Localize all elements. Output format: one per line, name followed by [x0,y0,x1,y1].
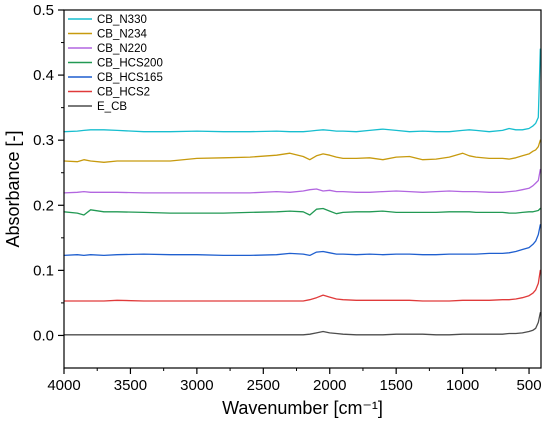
legend-label: CB_HCS2 [97,87,150,99]
series-line-e-cb [63,312,541,336]
x-tick-label: 3500 [114,377,147,394]
series-line-cb-n234 [63,139,541,163]
series-line-cb-hcs200 [63,207,541,216]
y-tick-label: 0.5 [33,2,54,19]
x-tick-label: 4000 [47,377,80,394]
legend-label: CB_HCS165 [97,72,163,84]
series-layer [63,48,541,336]
y-axis-title: Absorbance [-] [3,130,23,247]
x-tick-label: 500 [517,377,542,394]
legend-label: CB_N220 [97,43,147,55]
series-line-cb-n330 [63,48,541,133]
y-tick-label: 0.0 [33,327,54,344]
y-tick-label: 0.3 [33,132,54,149]
legend-label: CB_N234 [97,29,147,41]
plot-frame [63,9,542,369]
axis-layer: 4000 3500 3000 2500 2000 1500 1000 500 0.0 0.1 0.2… [33,2,541,394]
series-line-cb-hcs2 [63,269,541,302]
y-tick-label: 0.1 [33,262,54,279]
legend-label: CB_HCS200 [97,58,163,70]
legend-label: E_CB [97,101,127,113]
y-tick-label: 0.2 [33,197,54,214]
series-line-cb-hcs165 [63,224,541,257]
x-axis-title: Wavenumber [cm⁻¹] [222,398,383,418]
series-line-cb-n220 [63,168,541,194]
x-tick-label: 2500 [247,377,280,394]
x-tick-label: 1500 [379,377,412,394]
x-tick-label: 2000 [313,377,346,394]
x-tick-label: 3000 [180,377,213,394]
y-tick-label: 0.4 [33,67,54,84]
legend-label: CB_N330 [97,14,147,26]
x-tick-label: 1000 [446,377,479,394]
legend: CB_N330 CB_N234 CB_N220 CB_HCS200 CB_HCS165 C… [68,14,163,113]
